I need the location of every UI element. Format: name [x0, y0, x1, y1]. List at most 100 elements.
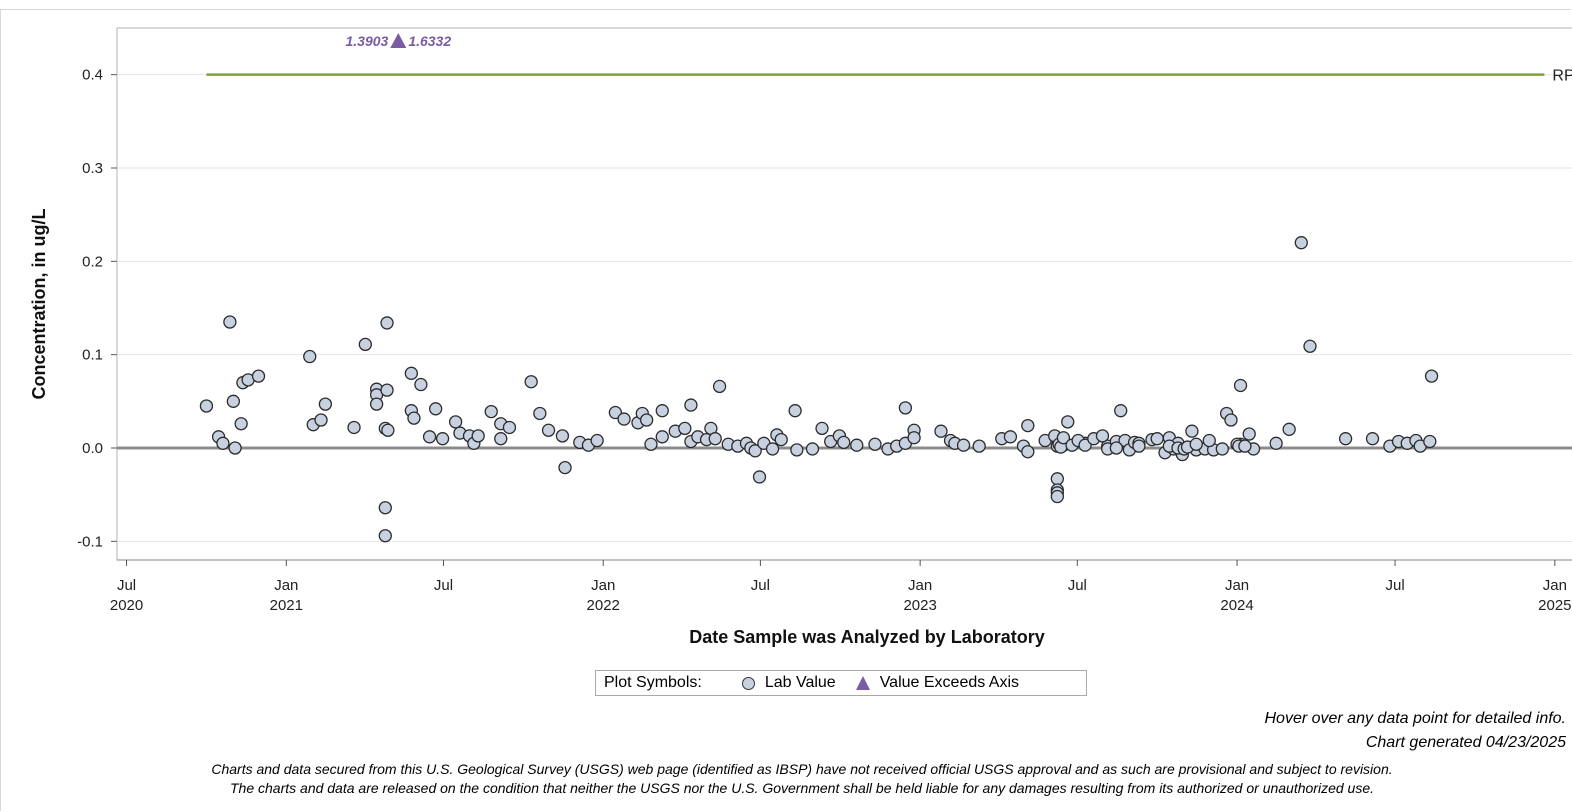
- lab-value-point: [1050, 472, 1064, 486]
- legend-lab-value: Lab Value: [764, 674, 836, 691]
- x-tick-year-label: 2023: [903, 597, 936, 614]
- lab-value-point: [972, 439, 986, 453]
- lab-value-point: [422, 430, 437, 444]
- lab-value-point: [226, 394, 240, 408]
- lab-value-point: [303, 349, 317, 364]
- lab-value-point: [435, 432, 450, 446]
- lab-value-point: [1095, 429, 1110, 443]
- plot-symbols-legend: Plot Symbols: Lab Value Value Exceeds Ax…: [595, 670, 1087, 696]
- lab-value-point: [1238, 439, 1252, 453]
- lab-value-point: [1269, 436, 1283, 450]
- lab-value-point: [608, 405, 623, 420]
- y-tick-label: 0.3: [82, 160, 103, 177]
- lab-value-point: [199, 399, 214, 413]
- lab-value-point: [655, 404, 669, 418]
- y-tick-label: 0.2: [82, 253, 103, 270]
- y-tick-label: 0.0: [82, 440, 103, 457]
- x-tick-label: Jan: [274, 577, 298, 594]
- lab-value-point: [404, 366, 418, 380]
- legend-exceeds-axis: Value Exceeds Axis: [879, 674, 1020, 691]
- x-tick-label: Jan: [1543, 577, 1567, 594]
- lab-value-point: [1423, 434, 1437, 449]
- x-tick-label: Jul: [1385, 577, 1404, 594]
- y-tick-label: 0.4: [82, 67, 103, 84]
- y-tick-label: -0.1: [77, 533, 103, 550]
- lab-value-point: [837, 435, 851, 450]
- lab-value-point: [369, 397, 384, 411]
- lab-value-point: [1003, 430, 1018, 444]
- lab-value-point: [1365, 432, 1380, 446]
- lab-value-point: [684, 398, 698, 412]
- chart-generated-note: Chart generated 04/23/2025: [1365, 734, 1566, 751]
- lab-value-point: [380, 383, 394, 397]
- lab-value-point: [1021, 418, 1035, 433]
- x-tick-year-label: 2024: [1220, 597, 1253, 614]
- lab-value-point: [1424, 369, 1439, 383]
- lab-value-point: [655, 430, 669, 444]
- lab-value-point: [378, 529, 392, 543]
- lab-value-point: [216, 436, 230, 450]
- x-axis-title: Date Sample was Analyzed by Laboratory: [689, 627, 1044, 647]
- lab-value-point: [590, 433, 604, 448]
- disclaimer-line-1: Charts and data secured from this U.S. G…: [211, 761, 1393, 777]
- lab-value-point: [494, 432, 508, 446]
- lab-value-point: [223, 315, 237, 329]
- lab-value-point: [429, 402, 443, 416]
- value-exceeds-axis-triangle-icon: [855, 676, 870, 690]
- x-tick-year-label: 2022: [587, 597, 620, 614]
- exceeds-value-label: 1.3903: [345, 33, 388, 49]
- lab-value-point: [1114, 404, 1128, 418]
- lab-value-point: [1021, 445, 1035, 459]
- lab-value-point: [318, 397, 333, 411]
- x-tick-label: Jan: [1225, 577, 1249, 594]
- lab-value-point: [502, 420, 517, 435]
- lab-value-point: [524, 375, 538, 389]
- x-tick-label: Jan: [591, 577, 615, 594]
- lab-value-point: [617, 412, 631, 426]
- lab-value-point: [712, 379, 727, 394]
- value-exceeds-axis-marker: [390, 33, 407, 48]
- lab-value-point: [1242, 427, 1256, 441]
- hover-note: Hover over any data point for detailed i…: [1264, 710, 1566, 727]
- lab-value-point: [774, 432, 788, 447]
- lab-value-point: [1056, 431, 1071, 445]
- lab-value-point: [1185, 424, 1199, 438]
- lab-value-point: [639, 413, 654, 427]
- lab-value-point: [314, 413, 328, 427]
- lab-value-point: [558, 460, 572, 475]
- lab-value-point: [1150, 432, 1164, 446]
- lab-value-point: [414, 377, 428, 392]
- lab-value-point: [850, 438, 864, 452]
- y-tick-label: 0.1: [82, 347, 103, 364]
- disclaimer-line-2: The charts and data are released on the …: [230, 780, 1374, 796]
- y-axis-title: Concentration, in ug/L: [29, 209, 49, 400]
- x-tick-label: Jul: [751, 577, 770, 594]
- lab-value-point: [907, 431, 921, 445]
- x-tick-year-label: 2021: [270, 597, 303, 614]
- lab-value-point: [541, 423, 556, 437]
- lab-value-point: [1202, 433, 1216, 448]
- lab-value-point: [765, 442, 780, 456]
- lab-value-point: [934, 424, 948, 438]
- plot-area-frame: [116, 27, 1572, 561]
- lab-value-point: [805, 442, 820, 456]
- lab-value-point: [1294, 236, 1308, 250]
- lab-value-point: [358, 337, 372, 352]
- lab-value-point: [1109, 441, 1124, 455]
- lab-value-point: [1189, 437, 1203, 451]
- lab-value-point: [234, 417, 248, 431]
- lab-value-point: [644, 437, 658, 451]
- page-frame: [0, 9, 1571, 811]
- lab-value-point: [1224, 413, 1238, 427]
- lab-value-point: [1078, 438, 1092, 452]
- lab-value-point: [407, 411, 421, 425]
- x-tick-year-label: 2020: [110, 597, 143, 614]
- lab-value-point: [228, 441, 242, 455]
- lab-value-point: [533, 406, 547, 421]
- lab-value-point: [471, 429, 485, 443]
- lab-value-point: [555, 429, 570, 443]
- x-tick-label: Jul: [434, 577, 453, 594]
- lab-value-point: [347, 420, 361, 435]
- lab-value-point: [1050, 489, 1064, 504]
- lab-value-point: [1215, 442, 1229, 456]
